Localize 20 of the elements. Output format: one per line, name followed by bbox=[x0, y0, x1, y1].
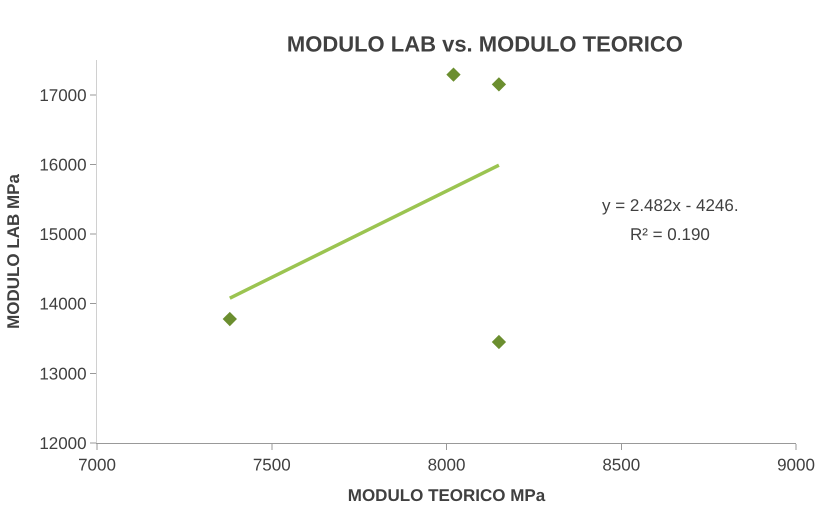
annotation: R² = 0.190 bbox=[630, 225, 710, 244]
point bbox=[492, 77, 506, 92]
point bbox=[222, 312, 237, 326]
point bbox=[446, 67, 461, 82]
x-tick-label: 8000 bbox=[428, 455, 466, 474]
x-tick-label: 8500 bbox=[602, 455, 640, 474]
x-tick-label: 9000 bbox=[777, 455, 815, 474]
y-tick-label: 15000 bbox=[39, 225, 87, 244]
chart-title: MODULO LAB vs. MODULO TEORICO bbox=[286, 31, 683, 56]
x-tick-label: 7500 bbox=[252, 455, 291, 474]
x-axis-title: MODULO TEORICO MPa bbox=[348, 486, 546, 505]
y-tick-label: 14000 bbox=[39, 294, 87, 314]
y-tick-label: 12000 bbox=[39, 434, 87, 453]
point bbox=[492, 334, 506, 350]
x-tick-label: 7000 bbox=[78, 455, 116, 474]
y-tick-label: 13000 bbox=[39, 364, 87, 384]
y-tick-label: 17000 bbox=[39, 86, 87, 105]
y-tick-label: 16000 bbox=[39, 155, 87, 174]
annotation: y = 2.482x - 4246. bbox=[602, 196, 739, 215]
y-axis-title: MODULO LAB MPa bbox=[4, 174, 23, 329]
